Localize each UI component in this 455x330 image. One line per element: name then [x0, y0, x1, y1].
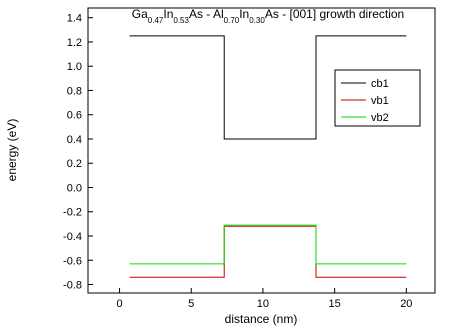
y-tick-label: -0.6 [63, 255, 82, 267]
y-tick-label: 0.4 [67, 134, 82, 146]
x-tick-label: 5 [188, 298, 194, 310]
y-axis-label: energy (eV) [5, 119, 19, 182]
series-line [129, 35, 407, 140]
y-tick-label: 0.0 [67, 182, 82, 194]
x-axis-label: distance (nm) [225, 312, 298, 326]
chart-title: Ga0.47In0.53As - Al0.70In0.30As - [001] … [132, 7, 404, 25]
y-tick-label: -0.8 [63, 280, 82, 292]
x-tick-label: 10 [257, 298, 269, 310]
series-line [129, 224, 407, 265]
x-tick-label: 20 [400, 298, 412, 310]
y-tick-label: 0.8 [67, 85, 82, 97]
plot-frame [87, 7, 436, 294]
title-part: 0.53 [173, 16, 189, 25]
y-tick-label: 0.6 [67, 110, 82, 122]
title-part: 0.70 [224, 16, 240, 25]
y-tick-label: 1.4 [67, 13, 82, 25]
y-tick-label: 1.0 [67, 61, 82, 73]
series-line [129, 225, 407, 278]
y-tick-label: -0.2 [63, 207, 82, 219]
legend-label: cb1 [371, 78, 389, 90]
title-part: 0.30 [249, 16, 265, 25]
y-tick-label: 1.2 [67, 37, 82, 49]
legend-label: vb2 [371, 112, 389, 124]
title-part: In [239, 7, 249, 21]
title-part: As - Al [189, 7, 224, 21]
title-part: 0.47 [148, 16, 164, 25]
legend-label: vb1 [371, 95, 389, 107]
x-tick-label: 15 [329, 298, 341, 310]
title-part: In [163, 7, 173, 21]
y-tick-label: -0.4 [63, 231, 82, 243]
title-part: As - [001] growth direction [265, 7, 404, 21]
title-part: Ga [132, 7, 148, 21]
x-tick-label: 0 [116, 298, 122, 310]
y-tick-label: 0.2 [67, 158, 82, 170]
